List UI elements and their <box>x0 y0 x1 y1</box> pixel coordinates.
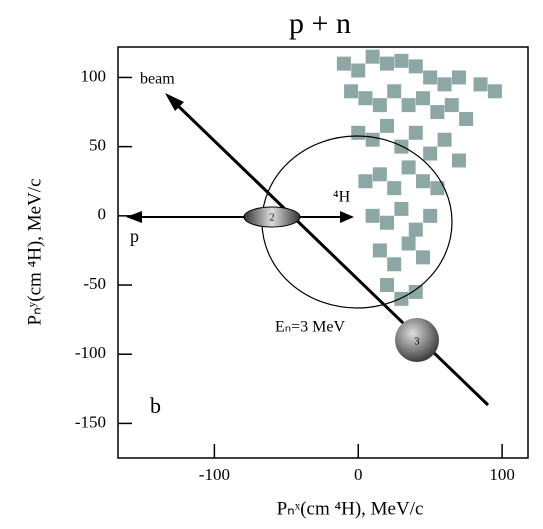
density-point <box>372 167 387 182</box>
density-point <box>358 91 373 106</box>
density-point <box>387 257 402 272</box>
density-point <box>358 174 373 189</box>
density-point <box>473 77 488 92</box>
density-point <box>365 132 380 147</box>
arrow-head <box>126 211 142 223</box>
arrow-head <box>340 211 354 223</box>
beam-arrow <box>170 98 490 407</box>
density-point <box>387 84 402 99</box>
density-point <box>451 70 466 85</box>
y-tick-label: 0 <box>98 205 107 224</box>
density-point <box>394 291 409 306</box>
density-point <box>444 98 459 113</box>
density-point <box>380 215 395 230</box>
h4-label: ⁴H <box>333 189 351 206</box>
y-tick-label: -50 <box>83 274 106 293</box>
density-point <box>423 208 438 223</box>
density-point <box>394 53 409 68</box>
x-axis-label: Pₙˣ(cm ⁴H), MeV/c <box>277 498 424 519</box>
density-point <box>387 181 402 196</box>
density-point <box>336 56 351 71</box>
y-tick-label: 50 <box>89 136 106 155</box>
density-point <box>394 139 409 154</box>
density-point <box>380 56 395 71</box>
density-point <box>415 91 430 106</box>
density-point <box>437 77 452 92</box>
density-point <box>423 146 438 161</box>
density-point <box>430 105 445 120</box>
chart-title: p + n <box>289 7 351 40</box>
arrow-head <box>165 93 184 111</box>
particle-2 <box>243 206 301 228</box>
density-point <box>430 181 445 196</box>
density-point <box>365 208 380 223</box>
density-point <box>351 125 366 140</box>
density-point <box>372 243 387 258</box>
particle-3 <box>395 318 439 362</box>
density-point <box>408 222 423 237</box>
density-point <box>372 98 387 113</box>
density-point <box>423 70 438 85</box>
density-point <box>408 125 423 140</box>
y-tick-label: -150 <box>75 412 106 431</box>
density-point <box>459 111 474 126</box>
density-point <box>365 49 380 64</box>
density-point <box>401 160 416 175</box>
density-point <box>394 201 409 216</box>
density-point <box>415 250 430 265</box>
density-point <box>380 278 395 293</box>
density-point <box>380 118 395 133</box>
density-point <box>408 284 423 299</box>
density-point <box>437 132 452 147</box>
y-tick-label: -100 <box>75 343 106 362</box>
beam-label: beam <box>140 71 175 88</box>
particle-label: 3 <box>415 336 420 347</box>
density-point <box>408 59 423 74</box>
x-tick-label: -100 <box>199 465 230 484</box>
y-axis-label: Pₙʸ(cm ⁴H), MeV/c <box>24 179 45 326</box>
panel-label: b <box>150 393 161 418</box>
plot-frame <box>117 46 529 459</box>
particle-label: 2 <box>270 212 275 223</box>
density-point <box>451 153 466 168</box>
density-point <box>351 63 366 78</box>
density-point <box>401 236 416 251</box>
density-point <box>415 174 430 189</box>
density-point <box>401 98 416 113</box>
p-label: p <box>130 226 139 246</box>
x-tick-label: 0 <box>354 465 363 484</box>
y-tick-label: 100 <box>81 66 107 85</box>
energy-label: Eₙ=3 MeV <box>275 319 346 336</box>
density-point <box>344 84 359 99</box>
x-tick-label: 100 <box>489 465 515 484</box>
density-point <box>487 84 502 99</box>
